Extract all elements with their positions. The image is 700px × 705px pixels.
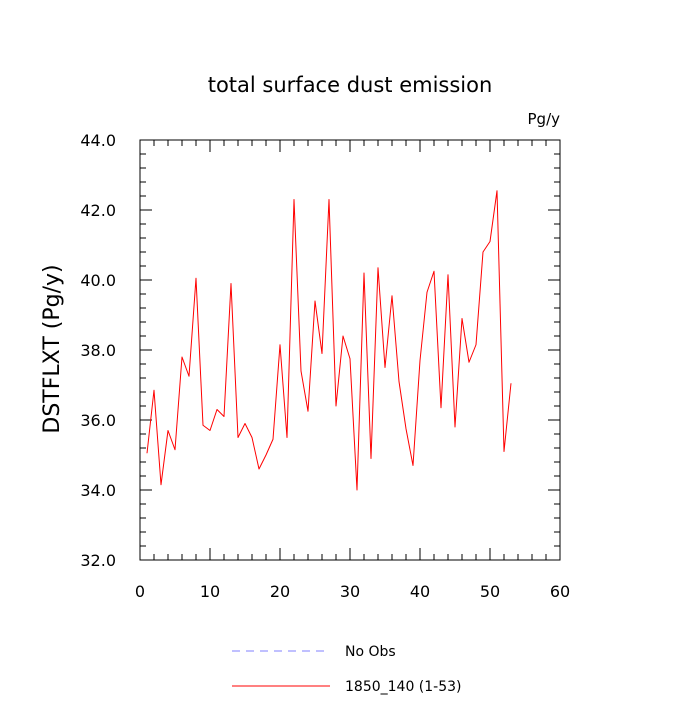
- legend-label: No Obs: [345, 644, 396, 660]
- series-lines: [146, 190, 512, 491]
- units-label: Pg/y: [528, 110, 561, 128]
- y-tick-label: 36.0: [80, 411, 116, 430]
- y-tick-label: 42.0: [80, 201, 116, 220]
- x-tick-label: 30: [340, 582, 360, 601]
- axis-tick-labels: 0 10 20 30 40 50 60 32.0 34.0 36.0 38.0 40.0 42.0 44.…: [80, 131, 570, 601]
- axis-ticks: [139, 139, 561, 561]
- chart-title: total surface dust emission: [208, 73, 493, 97]
- x-tick-label: 0: [135, 582, 145, 601]
- y-tick-label: 40.0: [80, 271, 116, 290]
- x-tick-label: 40: [410, 582, 430, 601]
- legend-label: 1850_140 (1-53): [345, 679, 462, 695]
- x-tick-label: 60: [550, 582, 570, 601]
- legend: No Obs 1850_140 (1-53): [232, 644, 462, 695]
- y-axis-label: DSTFLXT (Pg/y): [40, 264, 65, 433]
- x-tick-label: 50: [480, 582, 500, 601]
- x-tick-label: 10: [200, 582, 220, 601]
- y-tick-label: 32.0: [80, 551, 116, 570]
- y-tick-label: 44.0: [80, 131, 116, 150]
- y-tick-label: 34.0: [80, 481, 116, 500]
- series-line-1: [146, 190, 512, 491]
- x-tick-label: 20: [270, 582, 290, 601]
- y-tick-label: 38.0: [80, 341, 116, 360]
